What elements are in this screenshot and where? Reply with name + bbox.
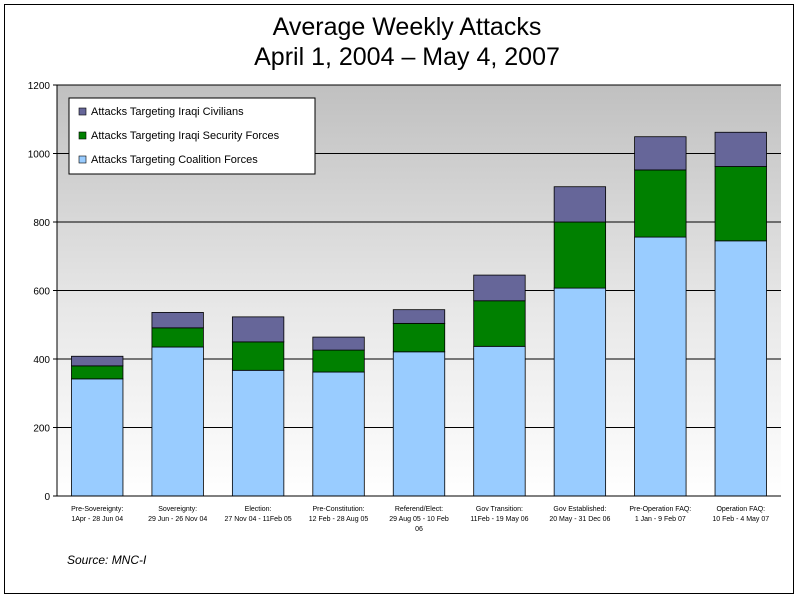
bar-segment-coalition (714, 240, 767, 497)
x-tick-label: Gov Transition: 11Feb - 19 May 06 (470, 506, 528, 523)
bar-stack (312, 336, 365, 497)
chart-title-line-1: Average Weekly Attacks (273, 13, 542, 41)
legend-swatch (78, 107, 87, 116)
bar-segment-security-forces (151, 327, 204, 348)
bar-segment-civilians (312, 336, 365, 351)
bar-segment-coalition (392, 351, 446, 497)
x-tick-label: Pre-Operation FAQ: 1 Jan - 9 Feb 07 (629, 506, 691, 523)
x-tick-label: Operation FAQ: 10 Feb - 4 May 07 (712, 506, 769, 523)
y-tick-label: 800 (33, 218, 50, 229)
y-tick-label: 1000 (28, 150, 51, 161)
bars (71, 131, 767, 497)
legend-box (68, 97, 316, 175)
bar-segment-civilians (714, 131, 767, 167)
x-tick-label: Gov Established: 20 May - 31 Dec 06 (549, 506, 610, 523)
bar-segment-coalition (553, 287, 607, 497)
bar-stack (71, 355, 124, 497)
bar-stack (553, 186, 607, 497)
slide-frame: Average Weekly Attacks April 1, 2004 – M… (4, 4, 794, 594)
stacked-bar-chart: Average Weekly Attacks April 1, 2004 – M… (28, 13, 781, 567)
bar-segment-security-forces (714, 166, 767, 242)
chart-title-line-2: April 1, 2004 – May 4, 2007 (254, 43, 560, 71)
bar-segment-coalition (312, 371, 365, 497)
bar-segment-security-forces (312, 349, 365, 373)
bar-segment-security-forces (634, 169, 687, 238)
x-tick-label: Sovereignty: 29 Jun - 26 Nov 04 (148, 506, 207, 523)
legend-label: Attacks Targeting Iraqi Security Forces (91, 130, 280, 142)
y-tick-label: 200 (33, 424, 50, 435)
bar-segment-coalition (151, 346, 204, 497)
bar-stack (151, 312, 204, 497)
bar-segment-civilians (634, 136, 687, 171)
bar-segment-coalition (473, 345, 526, 497)
bar-segment-civilians (231, 316, 285, 343)
bar-segment-civilians (553, 186, 607, 223)
legend-label: Attacks Targeting Iraqi Civilians (91, 106, 244, 118)
bar-stack (634, 136, 687, 497)
y-tick-label: 0 (44, 492, 50, 503)
y-tick-label: 400 (33, 355, 50, 366)
bar-segment-security-forces (553, 221, 607, 289)
bar-segment-coalition (231, 369, 285, 497)
bar-segment-civilians (473, 274, 526, 302)
legend: Attacks Targeting Iraqi Civilians Attacks… (68, 97, 316, 175)
bar-stack (714, 131, 767, 497)
bar-segment-coalition (634, 236, 687, 497)
y-tick-label: 1200 (28, 81, 51, 92)
y-axis-ticks: 0 200 400 600 800 1000 1200 (28, 81, 57, 503)
bar-segment-civilians (151, 312, 204, 329)
x-tick-label: Election: 27 Nov 04 - 11Feb 05 (225, 506, 292, 523)
x-tick-label: Pre-Constitution: 12 Feb - 28 Aug 05 (309, 506, 369, 523)
bar-segment-coalition (71, 378, 124, 497)
legend-swatch (78, 131, 87, 140)
legend-swatch (78, 155, 87, 164)
bar-segment-civilians (392, 309, 446, 324)
legend-label: Attacks Targeting Coalition Forces (91, 154, 258, 166)
x-tick-label: Pre-Sovereignty: 1Apr - 28 Jun 04 (71, 506, 123, 523)
y-tick-label: 600 (33, 287, 50, 298)
bar-segment-civilians (71, 355, 124, 367)
source-note: Source: MNC-I (67, 553, 147, 567)
bar-segment-security-forces (71, 365, 124, 380)
x-axis-ticks: Pre-Sovereignty: 1Apr - 28 Jun 04 Sovereig… (71, 506, 769, 533)
bar-stack (392, 309, 446, 497)
bar-stack (231, 316, 285, 497)
bar-segment-security-forces (392, 322, 446, 353)
bar-segment-security-forces (231, 341, 285, 371)
bar-segment-security-forces (473, 300, 526, 347)
x-tick-label: Referend/Elect: 29 Aug 05 - 10 Feb 06 (389, 506, 449, 533)
bar-stack (473, 274, 526, 497)
